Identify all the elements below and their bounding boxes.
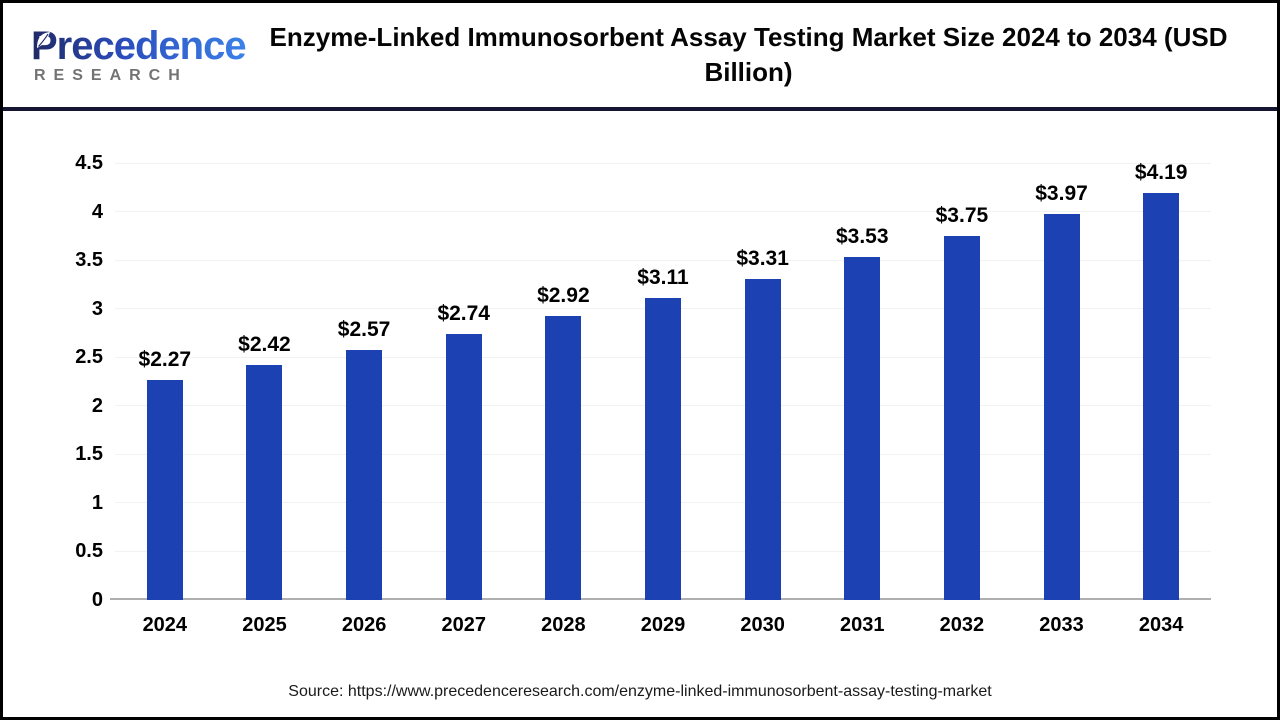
x-tick-label: 2025 (242, 614, 287, 636)
bar-value-label: $2.27 (138, 347, 192, 371)
bar-value-label: $4.19 (1134, 161, 1188, 185)
y-tick-label: 4 (91, 200, 103, 223)
y-tick-label: 3 (91, 297, 103, 320)
x-tick-label: 2026 (341, 614, 387, 636)
y-tick-label: 0.5 (75, 540, 103, 563)
bar-value-label: $2.92 (537, 284, 590, 308)
y-tick-label: 3.5 (75, 249, 103, 272)
logo-subtitle: RESEARCH (34, 67, 188, 84)
bar-2024 (146, 379, 183, 600)
chart-title-text: Enzyme-Linked Immunosorbent Assay Testin… (269, 21, 1228, 87)
x-tick-label: 2034 (1138, 614, 1184, 636)
bar-2032 (943, 235, 980, 600)
precedence-research-logo: Precedence RESEARCH (31, 24, 247, 85)
y-tick-label: 2.5 (75, 346, 103, 369)
y-tick-label: 1.5 (75, 443, 103, 466)
x-tick-label: 2027 (441, 614, 486, 636)
bar-2033 (1043, 214, 1080, 600)
bar-value-label: $3.97 (1035, 182, 1088, 206)
bar-2030 (744, 278, 781, 600)
bar-2026 (346, 350, 383, 600)
logo-wordmark: Precedence (31, 24, 247, 68)
bar-chart: 0 0.5 1 1.5 2 2.5 3 3.5 4 4.5 $2.27 2024 $2.42 2025 $… (3, 111, 1277, 671)
y-axis-labels: 0 0.5 1 1.5 2 2.5 3 3.5 4 4.5 (3, 152, 103, 611)
source-line: Source: https://www.precedenceresearch.c… (288, 683, 992, 700)
bar-2034 (1143, 193, 1180, 600)
bar-value-label: $2.57 (337, 318, 391, 342)
x-tick-label: 2024 (142, 614, 188, 636)
header-divider (3, 107, 1277, 111)
y-tick-label: 1 (91, 491, 103, 514)
gridline (115, 211, 1211, 213)
y-tick-label: 4.5 (75, 152, 103, 174)
gridline (115, 259, 1211, 261)
bar-2025 (246, 365, 283, 600)
bar-2031 (844, 257, 881, 600)
x-tick-label: 2028 (541, 614, 586, 636)
bar-value-label: $2.74 (437, 301, 490, 325)
bar-value-label: $3.75 (935, 203, 989, 227)
bar-value-label: $3.11 (637, 266, 689, 289)
bar-2029 (645, 298, 681, 600)
bar-2027 (445, 333, 482, 600)
y-tick-label: 0 (91, 589, 103, 611)
plot-area: $2.27 2024 $2.42 2025 $2.57 2026 $2.74 2027 $2.9… (110, 161, 1211, 636)
header: Precedence RESEARCH Enzyme-Linked Immuno… (3, 3, 1277, 107)
x-tick-label: 2031 (840, 614, 885, 636)
bar-value-label: $3.53 (835, 225, 889, 249)
chart-title: Enzyme-Linked Immunosorbent Assay Testin… (246, 20, 1251, 90)
gridline (115, 162, 1211, 164)
bar-value-label: $2.42 (238, 333, 291, 356)
bar-2028 (545, 316, 582, 600)
y-tick-label: 2 (91, 394, 103, 417)
x-tick-label: 2033 (1039, 614, 1084, 636)
x-tick-label: 2030 (740, 614, 785, 636)
bar-value-label: $3.31 (736, 246, 789, 270)
x-tick-label: 2029 (640, 614, 686, 636)
x-tick-label: 2032 (939, 614, 985, 636)
